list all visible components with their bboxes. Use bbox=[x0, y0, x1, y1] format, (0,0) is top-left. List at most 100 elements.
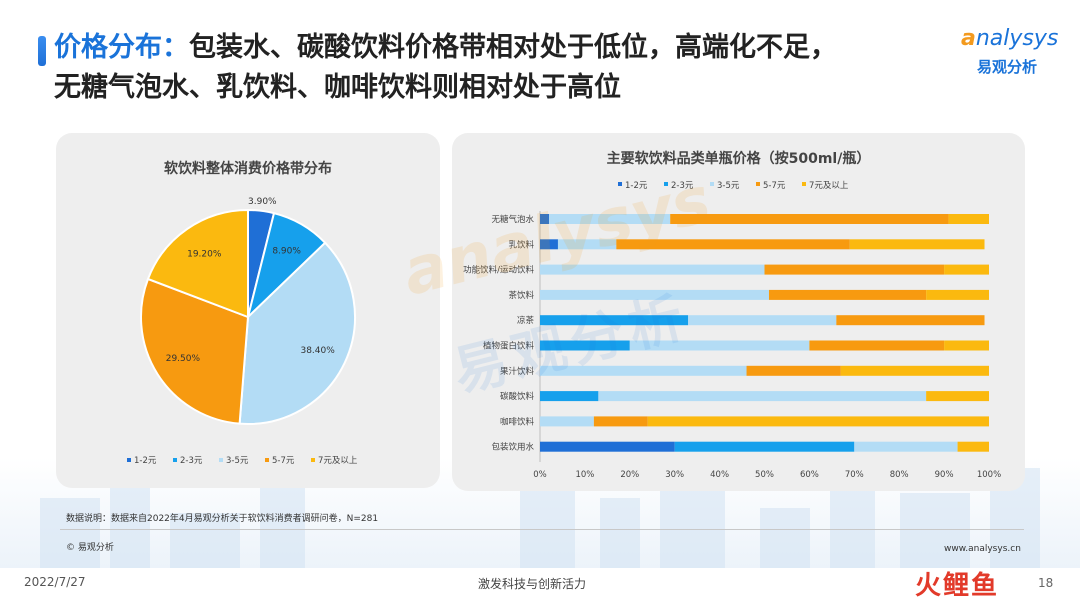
pie-legend-swatch bbox=[265, 458, 269, 462]
footer-divider bbox=[60, 529, 1024, 530]
bar-segment bbox=[944, 264, 989, 275]
footer-date: 2022/7/27 bbox=[24, 575, 86, 589]
title-accent: 价格分布： bbox=[54, 32, 189, 63]
pie-legend-label: 3-5元 bbox=[226, 456, 249, 466]
bar-segment bbox=[926, 391, 989, 402]
category-label: 乳饮料 bbox=[508, 239, 534, 250]
bar-segment bbox=[540, 264, 765, 275]
bar-legend-swatch bbox=[802, 182, 806, 186]
pie-value-label: 8.90% bbox=[272, 246, 301, 256]
bar-legend-label: 2-3元 bbox=[671, 181, 694, 191]
pie-legend-label: 5-7元 bbox=[272, 456, 295, 466]
x-tick-label: 20% bbox=[620, 470, 639, 480]
logo-word: analysys bbox=[961, 26, 1059, 51]
title-accent-bar bbox=[38, 36, 46, 66]
pie-legend-label: 7元及以上 bbox=[318, 456, 358, 466]
bar-legend-label: 5-7元 bbox=[763, 181, 786, 191]
category-label: 茶饮料 bbox=[508, 290, 534, 301]
bar-segment bbox=[809, 340, 945, 351]
bar-segment bbox=[674, 441, 855, 452]
bar-segment bbox=[849, 239, 985, 250]
category-label: 果汁饮料 bbox=[500, 366, 535, 377]
category-label: 凉茶 bbox=[517, 315, 535, 326]
bar-chart-title: 主要软饮料品类单瓶价格（按500ml/瓶） bbox=[606, 151, 871, 167]
logo-cn: 易观分析 bbox=[977, 58, 1038, 76]
bar-segment bbox=[926, 289, 989, 300]
pie-legend-swatch bbox=[219, 458, 223, 462]
bar-segment bbox=[540, 239, 558, 250]
page-number: 18 bbox=[1038, 576, 1054, 590]
category-label: 包装饮用水 bbox=[491, 442, 534, 453]
bar-segment bbox=[557, 239, 617, 250]
pie-chart: 3.90% 8.90% 38.40% 29.50% 19.20% 1-2元 2-3元 3-5元… bbox=[127, 197, 358, 466]
bar-segment bbox=[629, 340, 810, 351]
bar-segment bbox=[768, 289, 927, 300]
x-tick-label: 80% bbox=[890, 470, 909, 480]
bar-segment bbox=[840, 365, 989, 376]
copyright-text: © 易观分析 bbox=[66, 543, 114, 553]
bar-segment bbox=[540, 340, 630, 351]
pie-value-label: 29.50% bbox=[166, 354, 201, 364]
bar-segment bbox=[548, 214, 671, 224]
pie-value-label: 38.40% bbox=[300, 346, 335, 356]
pie-slice-3 bbox=[238, 241, 356, 425]
bar-segment bbox=[957, 441, 989, 452]
bar-legend-label: 7元及以上 bbox=[809, 181, 849, 191]
bar-segment bbox=[598, 391, 927, 402]
x-tick-label: 0% bbox=[533, 470, 547, 480]
x-tick-label: 40% bbox=[710, 470, 729, 480]
category-label: 咖啡饮料 bbox=[500, 416, 535, 427]
bar-legend-label: 3-5元 bbox=[717, 181, 740, 191]
bar-segment bbox=[593, 416, 648, 427]
bar-legend-swatch bbox=[756, 182, 760, 186]
bar-segment bbox=[670, 214, 949, 224]
footer-brand-logo: 火鲤鱼 bbox=[915, 571, 1000, 601]
bar-segment bbox=[836, 315, 985, 326]
pie-value-label: 3.90% bbox=[248, 197, 277, 207]
title-line-1: 包装水、碳酸饮料价格带相对处于低位，高端化不足， bbox=[189, 32, 837, 63]
bar-segment bbox=[540, 315, 689, 326]
bar-legend-label: 1-2元 bbox=[625, 181, 648, 191]
bar-segment bbox=[540, 391, 599, 402]
x-tick-label: 30% bbox=[665, 470, 684, 480]
footer-slogan: 激发科技与创新活力 bbox=[478, 577, 587, 591]
pie-slice-4 bbox=[140, 277, 250, 425]
x-tick-label: 50% bbox=[755, 470, 774, 480]
pie-value-label: 19.20% bbox=[187, 250, 222, 260]
category-label: 碳酸饮料 bbox=[500, 391, 535, 402]
bar-legend-swatch bbox=[618, 182, 622, 186]
pie-legend-swatch bbox=[127, 458, 131, 462]
pie-chart-title: 软饮料整体消费价格带分布 bbox=[164, 161, 332, 177]
category-label: 功能饮料/运动饮料 bbox=[463, 265, 534, 276]
page-title: 价格分布：包装水、碳酸饮料价格带相对处于低位，高端化不足， 无糖气泡水、乳饮料、… bbox=[54, 28, 954, 108]
pie-legend-swatch bbox=[173, 458, 177, 462]
bar-legend-swatch bbox=[664, 182, 668, 186]
website-link[interactable]: www.analysys.cn bbox=[944, 544, 1021, 554]
bar-segment bbox=[948, 214, 989, 224]
bar-segment bbox=[540, 441, 675, 452]
category-label: 植物蛋白饮料 bbox=[483, 341, 535, 352]
bar-segment bbox=[540, 365, 747, 376]
stacked-bar-chart: 1-2元 2-3元 3-5元 5-7元 7元及以上无糖气泡水乳饮料功能饮料/运动饮料茶饮… bbox=[463, 181, 1001, 480]
pie-legend-label: 1-2元 bbox=[134, 456, 157, 466]
bar-segment bbox=[540, 289, 769, 300]
bar-segment bbox=[616, 239, 850, 250]
x-tick-label: 70% bbox=[845, 470, 864, 480]
bar-segment bbox=[944, 340, 989, 351]
bar-segment bbox=[540, 214, 549, 224]
x-tick-label: 100% bbox=[977, 470, 1001, 480]
bar-chart-card: 主要软饮料品类单瓶价格（按500ml/瓶） 1-2元 2-3元 3-5元 5-7元 7元… bbox=[452, 133, 1025, 491]
pie-chart-card: 软饮料整体消费价格带分布 3.90% 8.90% 38.40% 29.50% 19.20… bbox=[56, 133, 440, 488]
analysys-logo: analysys 易观分析 bbox=[955, 26, 1065, 82]
x-tick-label: 60% bbox=[800, 470, 819, 480]
x-tick-label: 90% bbox=[935, 470, 954, 480]
category-label: 无糖气泡水 bbox=[491, 214, 534, 225]
bar-segment bbox=[854, 441, 958, 452]
bar-legend-swatch bbox=[710, 182, 714, 186]
x-tick-label: 10% bbox=[575, 470, 594, 480]
bar-segment bbox=[746, 365, 841, 376]
bar-segment bbox=[688, 315, 837, 326]
pie-slice-5 bbox=[146, 208, 249, 319]
bar-segment bbox=[540, 416, 594, 427]
title-line-2: 无糖气泡水、乳饮料、咖啡饮料则相对处于高位 bbox=[54, 72, 621, 103]
